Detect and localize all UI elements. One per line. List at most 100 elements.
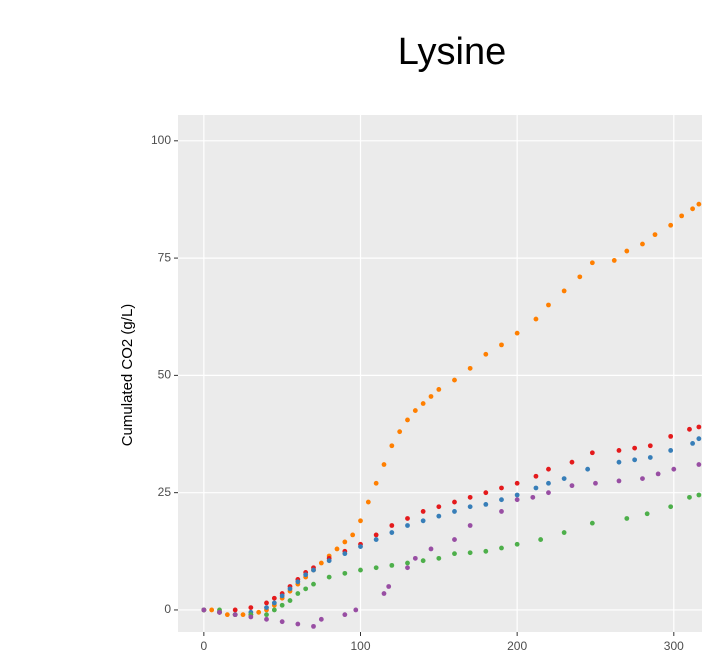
y-tick-label: 100 <box>151 133 171 147</box>
point <box>467 494 473 500</box>
point <box>436 504 442 510</box>
point <box>546 466 551 472</box>
point <box>467 550 473 556</box>
point <box>279 593 285 599</box>
x-tick-label: 0 <box>201 639 208 653</box>
point <box>690 441 696 446</box>
point <box>467 504 473 510</box>
point <box>679 213 685 219</box>
point <box>217 609 222 615</box>
point <box>240 612 246 618</box>
point <box>303 586 309 592</box>
point <box>232 612 238 618</box>
point <box>436 555 442 561</box>
point <box>483 548 489 554</box>
point <box>538 537 544 542</box>
point <box>342 570 348 576</box>
point <box>201 607 207 613</box>
point <box>696 424 702 430</box>
point <box>671 466 677 472</box>
point <box>640 476 645 481</box>
point <box>420 518 426 524</box>
point <box>264 605 269 611</box>
point <box>342 539 348 545</box>
point <box>647 443 653 449</box>
point <box>483 501 489 507</box>
point <box>687 426 692 432</box>
point <box>436 387 442 392</box>
point <box>514 541 520 547</box>
point <box>611 258 617 263</box>
point <box>358 544 363 550</box>
point <box>264 616 269 622</box>
point <box>271 600 277 606</box>
x-tick-label: 100 <box>350 639 370 653</box>
point <box>616 478 622 484</box>
point <box>381 591 387 596</box>
point <box>264 600 269 606</box>
point <box>533 485 539 491</box>
panel <box>178 115 702 632</box>
point <box>358 567 363 573</box>
point <box>271 607 277 613</box>
point <box>499 485 504 491</box>
point <box>696 462 702 467</box>
point <box>295 591 301 596</box>
point <box>420 558 426 564</box>
point <box>295 621 301 627</box>
point <box>389 562 395 568</box>
point <box>405 523 410 528</box>
point <box>467 365 473 371</box>
point <box>232 607 238 613</box>
point <box>405 560 410 566</box>
point <box>483 351 489 357</box>
point <box>256 609 262 615</box>
point <box>499 509 504 514</box>
point <box>696 436 702 442</box>
point <box>514 492 520 498</box>
point <box>342 612 348 618</box>
point <box>397 429 403 435</box>
point <box>436 513 442 519</box>
point <box>389 530 395 535</box>
point <box>264 612 269 618</box>
point <box>616 448 622 453</box>
point <box>303 572 309 578</box>
point <box>593 480 598 486</box>
point <box>690 206 696 212</box>
point <box>358 518 363 524</box>
point <box>353 607 359 613</box>
point <box>546 302 551 308</box>
point <box>287 586 293 592</box>
point <box>420 509 426 514</box>
point <box>624 516 630 521</box>
point <box>561 288 567 294</box>
point <box>647 455 653 460</box>
point <box>585 466 591 472</box>
chart-title: Lysine <box>398 31 506 73</box>
y-tick-label: 0 <box>164 602 171 616</box>
point <box>389 443 395 449</box>
point <box>668 222 674 228</box>
point <box>342 551 348 557</box>
point <box>224 612 230 618</box>
point <box>644 511 650 517</box>
point <box>499 497 504 503</box>
point <box>483 490 489 496</box>
point <box>546 480 551 486</box>
point <box>209 607 215 613</box>
point <box>334 546 340 552</box>
point <box>624 248 630 254</box>
point <box>326 574 332 580</box>
point <box>499 342 504 348</box>
y-axis-label: Cumulated CO2 (g/L) <box>119 304 136 447</box>
point <box>499 545 504 551</box>
point <box>561 530 567 535</box>
point <box>412 408 418 413</box>
point <box>311 567 316 573</box>
point <box>405 565 410 571</box>
point <box>326 558 332 564</box>
point <box>668 504 674 510</box>
point <box>467 523 473 528</box>
